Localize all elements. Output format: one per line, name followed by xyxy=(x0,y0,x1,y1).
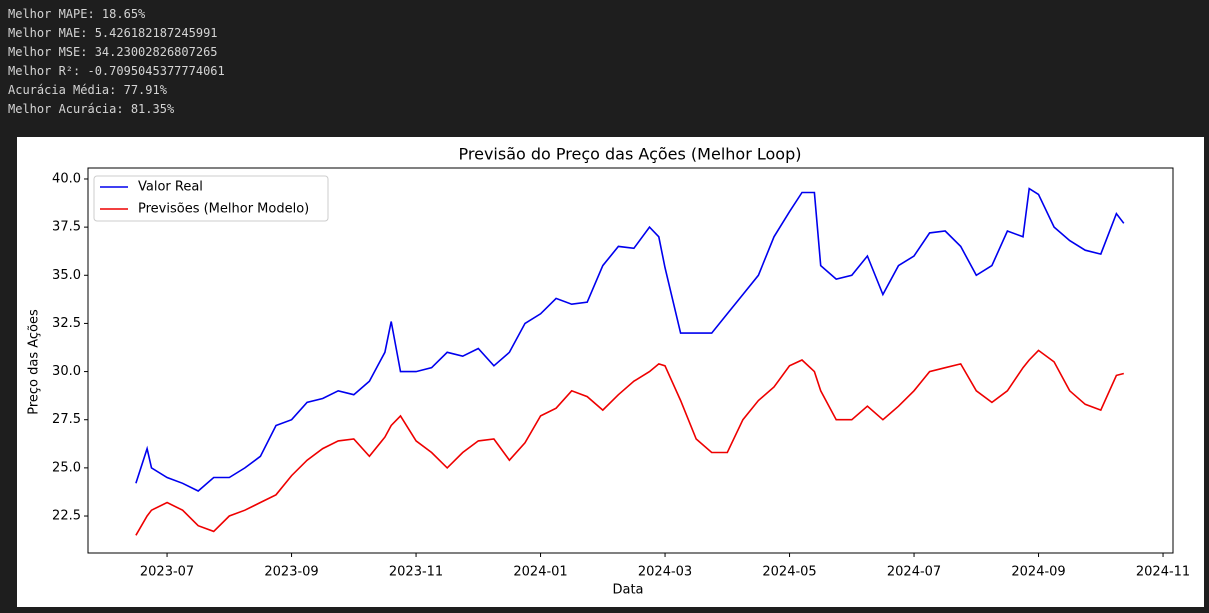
x-tick-label: 2024-11 xyxy=(1136,565,1190,580)
y-tick-label: 35.0 xyxy=(52,268,81,283)
console-output: Melhor MAPE: 18.65% Melhor MAE: 5.4261821… xyxy=(8,5,225,119)
x-tick-label: 2023-11 xyxy=(389,565,443,580)
console-line: Melhor MAPE: 18.65% xyxy=(8,7,146,21)
x-tick-label: 2024-07 xyxy=(887,565,941,580)
console-line: Acurácia Média: 77.91% xyxy=(8,83,167,97)
y-tick-label: 37.5 xyxy=(52,220,81,235)
y-tick-label: 32.5 xyxy=(52,316,81,331)
series-line xyxy=(135,187,1125,492)
x-tick-label: 2024-01 xyxy=(513,565,567,580)
legend-label: Previsões (Melhor Modelo) xyxy=(138,202,309,217)
axes-frame xyxy=(87,167,1174,554)
console-line: Melhor MAE: 5.426182187245991 xyxy=(8,26,218,40)
y-tick-label: 25.0 xyxy=(52,460,81,475)
y-tick-label: 40.0 xyxy=(52,171,81,186)
x-tick-label: 2023-07 xyxy=(140,565,194,580)
x-tick-label: 2024-09 xyxy=(1011,565,1065,580)
x-tick-label: 2024-05 xyxy=(762,565,816,580)
console-line: Melhor Acurácia: 81.35% xyxy=(8,102,175,116)
x-tick-label: 2024-03 xyxy=(638,565,692,580)
legend-box xyxy=(93,175,329,222)
y-tick-label: 30.0 xyxy=(52,364,81,379)
x-tick-label: 2023-09 xyxy=(264,565,318,580)
y-tick-label: 27.5 xyxy=(52,412,81,427)
y-axis-label: Preço das Ações xyxy=(27,309,42,415)
console-line: Melhor MSE: 34.23002826807265 xyxy=(8,45,218,59)
legend-label: Valor Real xyxy=(138,180,203,195)
y-tick-label: 22.5 xyxy=(52,509,81,524)
series-line xyxy=(135,349,1124,536)
chart-title: Previsão do Preço das Ações (Melhor Loop… xyxy=(459,145,802,164)
console-line: Melhor R²: -0.7095045377774061 xyxy=(8,64,225,78)
x-axis-label: Data xyxy=(612,583,643,598)
